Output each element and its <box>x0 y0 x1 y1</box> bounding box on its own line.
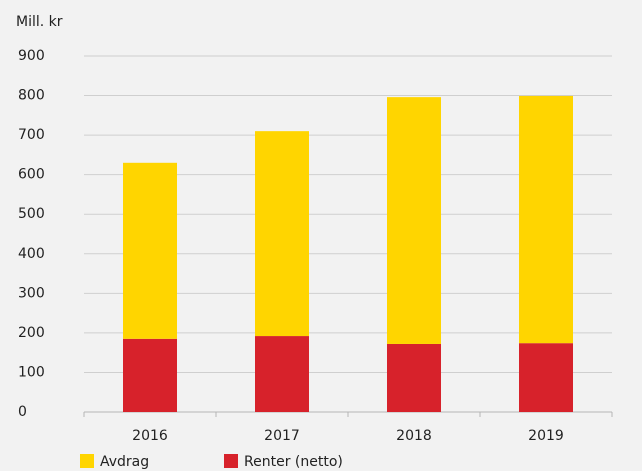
bar-segment <box>387 343 441 412</box>
y-axis-title: Mill. kr <box>16 14 63 30</box>
y-tick-label: 400 <box>18 246 45 262</box>
y-tick-label: 100 <box>18 364 45 380</box>
x-tick-label: 2018 <box>396 428 432 444</box>
x-tick-label: 2019 <box>528 428 564 444</box>
y-tick-label: 900 <box>18 48 45 64</box>
bar-segment <box>255 131 309 337</box>
y-tick-label: 300 <box>18 285 45 301</box>
bar-segment <box>519 343 573 412</box>
legend-swatch <box>224 454 238 468</box>
x-tick-label: 2016 <box>132 428 168 444</box>
legend-swatch <box>80 454 94 468</box>
y-tick-label: 200 <box>18 325 45 341</box>
y-tick-label: 700 <box>18 127 45 143</box>
y-tick-label: 0 <box>18 404 27 420</box>
bar-segment <box>123 338 177 412</box>
bar-segment <box>123 162 177 339</box>
legend-label: Renter (netto) <box>244 454 343 470</box>
bar-segment <box>387 97 441 344</box>
x-tick-label: 2017 <box>264 428 300 444</box>
y-tick-label: 500 <box>18 206 45 222</box>
y-tick-label: 800 <box>18 88 45 104</box>
y-tick-label: 600 <box>18 167 45 183</box>
legend-label: Avdrag <box>100 454 149 470</box>
bar-segment <box>519 95 573 344</box>
bar-segment <box>255 336 309 412</box>
